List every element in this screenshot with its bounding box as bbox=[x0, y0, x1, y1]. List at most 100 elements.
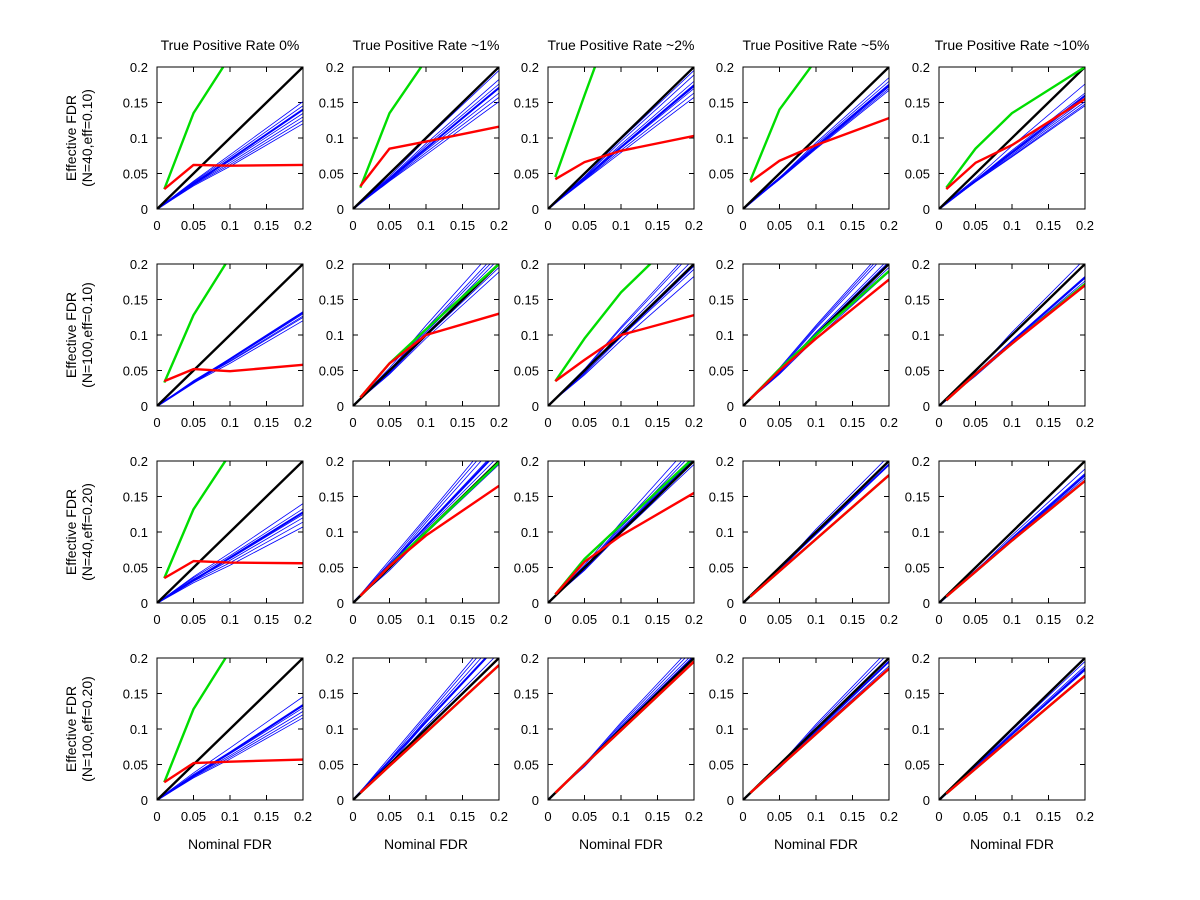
x-tick-label: 0 bbox=[153, 612, 160, 627]
x-axis-label: Nominal FDR bbox=[188, 836, 272, 852]
plot-area bbox=[353, 264, 499, 406]
x-tick-label: 0.2 bbox=[1076, 415, 1094, 430]
y-tick-label: 0.15 bbox=[905, 96, 930, 111]
y-tick-label: 0 bbox=[141, 596, 148, 611]
y-tick-label: 0 bbox=[923, 793, 930, 808]
y-tick-label: 0.2 bbox=[521, 651, 539, 666]
column-title: True Positive Rate 0% bbox=[161, 37, 300, 53]
column-title: True Positive Rate ~1% bbox=[353, 37, 500, 53]
y-tick-label: 0.2 bbox=[912, 651, 930, 666]
row-label-line: Effective FDR bbox=[63, 292, 79, 378]
y-tick-label: 0.05 bbox=[123, 758, 148, 773]
plot-area bbox=[548, 264, 694, 406]
x-tick-label: 0.05 bbox=[767, 218, 792, 233]
plot-area bbox=[939, 658, 1085, 800]
y-tick-label: 0 bbox=[337, 399, 344, 414]
panels-layer: 000.050.050.10.10.150.150.20.2000.050.05… bbox=[123, 60, 1094, 824]
x-tick-label: 0.2 bbox=[294, 612, 312, 627]
x-tick-label: 0.05 bbox=[181, 218, 206, 233]
y-tick-label: 0.05 bbox=[514, 167, 539, 182]
y-tick-label: 0.05 bbox=[905, 364, 930, 379]
y-tick-label: 0.2 bbox=[912, 60, 930, 75]
y-tick-label: 0.1 bbox=[130, 722, 148, 737]
y-tick-label: 0.05 bbox=[123, 364, 148, 379]
y-tick-label: 0.15 bbox=[514, 293, 539, 308]
y-tick-label: 0.05 bbox=[709, 167, 734, 182]
plot-area bbox=[353, 67, 499, 209]
x-tick-label: 0.05 bbox=[377, 809, 402, 824]
x-tick-label: 0.1 bbox=[807, 218, 825, 233]
x-tick-label: 0 bbox=[739, 415, 746, 430]
blue-series-line bbox=[353, 101, 499, 209]
x-tick-label: 0.2 bbox=[294, 809, 312, 824]
y-tick-label: 0 bbox=[532, 202, 539, 217]
x-tick-label: 0 bbox=[544, 612, 551, 627]
red-series-line bbox=[163, 363, 303, 383]
x-axis-labels: Nominal FDR Nominal FDR Nominal FDR Nominal… bbox=[188, 836, 1054, 852]
x-tick-label: 0.1 bbox=[417, 809, 435, 824]
plot-area bbox=[743, 658, 889, 800]
plot-area bbox=[548, 67, 694, 209]
y-tick-label: 0.2 bbox=[716, 60, 734, 75]
plot-area bbox=[743, 264, 889, 406]
x-tick-label: 0 bbox=[935, 218, 942, 233]
panel-frame bbox=[352, 66, 500, 210]
x-tick-label: 0.2 bbox=[685, 218, 703, 233]
x-tick-label: 0.1 bbox=[612, 809, 630, 824]
y-tick-label: 0.05 bbox=[319, 167, 344, 182]
red-series-line bbox=[749, 667, 889, 794]
x-tick-label: 0.15 bbox=[840, 218, 865, 233]
plot-area bbox=[939, 67, 1085, 209]
x-tick-label: 0.15 bbox=[450, 809, 475, 824]
red-series-line bbox=[359, 484, 499, 597]
y-tick-label: 0.1 bbox=[716, 525, 734, 540]
red-series-line bbox=[163, 559, 303, 580]
y-tick-label: 0 bbox=[727, 399, 734, 414]
x-tick-label: 0.1 bbox=[1003, 612, 1021, 627]
y-tick-label: 0.15 bbox=[709, 96, 734, 111]
x-tick-label: 0.05 bbox=[181, 612, 206, 627]
panel-r1-c5: 00 0.05 0.05 0.1 0.1 0.15 0.15 0.2 0.2 bbox=[905, 60, 1094, 233]
panel-r1-c3: 00 0.05 0.05 0.1 0.1 0.15 0.15 0.2 0.2 bbox=[514, 60, 703, 233]
x-tick-label: 0.05 bbox=[572, 809, 597, 824]
row-label-line: Effective FDR bbox=[63, 489, 79, 575]
x-tick-label: 0.05 bbox=[963, 415, 988, 430]
panel-frame bbox=[547, 66, 695, 210]
x-tick-label: 0.2 bbox=[490, 612, 508, 627]
y-tick-label: 0.05 bbox=[709, 758, 734, 773]
x-tick-label: 0.1 bbox=[221, 218, 239, 233]
y-tick-label: 0.2 bbox=[521, 257, 539, 272]
red-series-line bbox=[945, 284, 1085, 402]
y-tick-label: 0.15 bbox=[709, 293, 734, 308]
y-tick-label: 0.2 bbox=[716, 454, 734, 469]
blue-mean-line bbox=[743, 84, 889, 209]
x-tick-label: 0 bbox=[544, 415, 551, 430]
red-series-line bbox=[945, 674, 1085, 795]
panel-r1-c1: 00 0.05 0.05 0.1 0.1 0.15 0.15 0.2 0.2 bbox=[123, 60, 312, 233]
panel-frame bbox=[156, 66, 304, 210]
blue-mean-line bbox=[157, 311, 303, 406]
x-tick-label: 0.2 bbox=[1076, 809, 1094, 824]
x-tick-label: 0.2 bbox=[490, 809, 508, 824]
red-series-line bbox=[554, 313, 694, 383]
y-tick-label: 0.15 bbox=[319, 293, 344, 308]
identity-line bbox=[743, 461, 889, 603]
x-tick-label: 0.2 bbox=[880, 218, 898, 233]
x-tick-label: 0.15 bbox=[1036, 809, 1061, 824]
y-tick-label: 0.1 bbox=[130, 131, 148, 146]
red-series-line bbox=[749, 116, 889, 183]
x-tick-label: 0.05 bbox=[377, 612, 402, 627]
row-labels: Effective FDR (N=40,eff=0.10)Effective FD… bbox=[63, 89, 95, 782]
x-tick-label: 0.2 bbox=[294, 218, 312, 233]
plot-area bbox=[743, 461, 889, 603]
row-label-line: Effective FDR bbox=[63, 95, 79, 181]
x-tick-label: 0.05 bbox=[963, 612, 988, 627]
y-tick-label: 0.2 bbox=[912, 257, 930, 272]
red-series-line bbox=[359, 312, 499, 399]
y-tick-label: 0.1 bbox=[521, 328, 539, 343]
y-tick-label: 0.05 bbox=[709, 364, 734, 379]
x-tick-label: 0.1 bbox=[807, 809, 825, 824]
plot-area bbox=[157, 67, 303, 209]
y-tick-label: 0 bbox=[923, 202, 930, 217]
y-tick-label: 0.15 bbox=[514, 96, 539, 111]
